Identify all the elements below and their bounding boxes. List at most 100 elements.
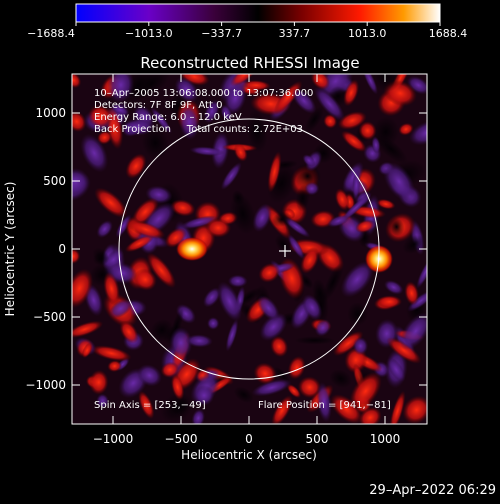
noise-blob: [72, 74, 82, 89]
noise-blob: [170, 373, 185, 401]
noise-blob: [313, 86, 345, 121]
noise-blob: [388, 217, 405, 237]
y-tick-label: −1000: [25, 378, 66, 392]
colorbar-tick-label: −337.7: [201, 27, 242, 40]
noise-blob: [304, 106, 324, 133]
noise-blob: [146, 252, 176, 289]
noise-blob: [398, 122, 414, 136]
noise-blob: [72, 268, 94, 309]
noise-blob: [72, 167, 90, 196]
noise-blob: [81, 342, 93, 359]
noise-blob: [109, 298, 132, 319]
noise-blob: [387, 357, 406, 382]
noise-blob: [107, 360, 122, 373]
noise-blob: [407, 289, 427, 312]
noise-blob: [399, 312, 427, 350]
noise-blob: [343, 79, 360, 107]
noise-blob: [205, 218, 232, 238]
noise-blob: [416, 256, 427, 289]
spin-axis-text: Spin Axis = [253,−49]: [94, 400, 206, 411]
noise-blob: [189, 146, 225, 157]
noise-blob: [322, 262, 344, 302]
colorbar-tick-label: 1013.0: [348, 27, 387, 40]
x-tick-label: 0: [245, 432, 253, 446]
noise-blob: [180, 215, 218, 230]
noise-blob: [160, 361, 180, 378]
noise-blob: [352, 168, 361, 201]
noise-blob: [227, 274, 248, 288]
noise-blob: [333, 330, 364, 357]
noise-blob: [271, 211, 293, 228]
noise-blob: [141, 126, 169, 160]
noise-blob: [291, 87, 317, 114]
noise-blob: [257, 295, 280, 322]
noise-blob: [72, 320, 104, 338]
noise-blob: [341, 130, 367, 152]
noise-blob: [170, 199, 196, 217]
noise-blob: [246, 109, 268, 153]
noise-blob: [270, 335, 289, 358]
solar-limb-circle: [118, 118, 380, 380]
noise-blob: [302, 154, 316, 167]
noise-blob: [230, 74, 259, 87]
noise-blob: [191, 408, 206, 424]
y-tick-label: 0: [58, 242, 66, 256]
noise-blob: [169, 326, 193, 359]
x-tick-label: −1000: [93, 432, 134, 446]
noise-blob: [131, 197, 159, 227]
colorbar-tick-label: 337.7: [279, 27, 311, 40]
noise-blob: [271, 395, 293, 424]
noise-blob: [389, 390, 406, 424]
colorbar-tick-label: −1013.0: [125, 27, 173, 40]
noise-blob: [126, 220, 166, 239]
noise-blob: [203, 287, 221, 308]
noise-blob: [404, 281, 420, 306]
noise-blob: [267, 151, 282, 193]
noise-blob: [231, 190, 245, 206]
noise-blob: [376, 295, 403, 309]
noise-blob: [137, 364, 162, 387]
noise-blob: [119, 320, 139, 344]
colorbar-tick-label: 1688.4: [429, 27, 468, 40]
image-area: [72, 74, 427, 424]
noise-blob: [300, 247, 320, 274]
noise-blob: [72, 110, 87, 133]
noise-blob: [383, 162, 416, 202]
noise-blob: [253, 362, 277, 385]
noise-blob: [133, 268, 157, 291]
noise-blob: [92, 251, 110, 266]
noise-blob: [91, 345, 132, 362]
noise-blob: [358, 406, 382, 424]
noise-blob: [362, 74, 378, 95]
colorbar: −1688.4 −1013.0 −337.7 337.7 1013.0 1688…: [27, 3, 468, 40]
noise-blob: [330, 394, 363, 424]
noise-blob: [329, 369, 352, 389]
noise-blob: [97, 130, 113, 145]
noise-blob: [87, 104, 113, 129]
noise-blob: [103, 271, 121, 306]
noise-blob: [150, 107, 173, 134]
info-block: 10–Apr–2005 13:06:08.000 to 13:07:36.000…: [94, 88, 313, 135]
y-tick-label: 500: [43, 174, 66, 188]
noise-blob: [193, 385, 215, 406]
noise-blob: [89, 369, 109, 395]
axis-ticks: [72, 74, 427, 424]
noise-blob: [233, 386, 254, 403]
noise-blob: [302, 294, 323, 321]
noise-blob: [252, 203, 272, 232]
noise-blob: [349, 372, 382, 411]
noise-blob: [94, 187, 128, 218]
noise-blob: [258, 262, 281, 283]
noise-blob: [371, 136, 381, 154]
y-axis-label: Heliocentric Y (arcsec): [3, 182, 17, 317]
noise-blob: [110, 103, 130, 116]
noise-blob: [172, 396, 190, 415]
noise-blob: [334, 188, 350, 211]
noise-blob: [220, 162, 242, 190]
noise-blob: [259, 312, 288, 342]
noise-blob: [402, 395, 427, 424]
info-time-range: 10–Apr–2005 13:06:08.000 to 13:07:36.000: [94, 88, 313, 99]
info-detectors: Detectors: 7F 8F 9F, Att 0: [94, 100, 222, 111]
noise-blob: [327, 214, 350, 228]
